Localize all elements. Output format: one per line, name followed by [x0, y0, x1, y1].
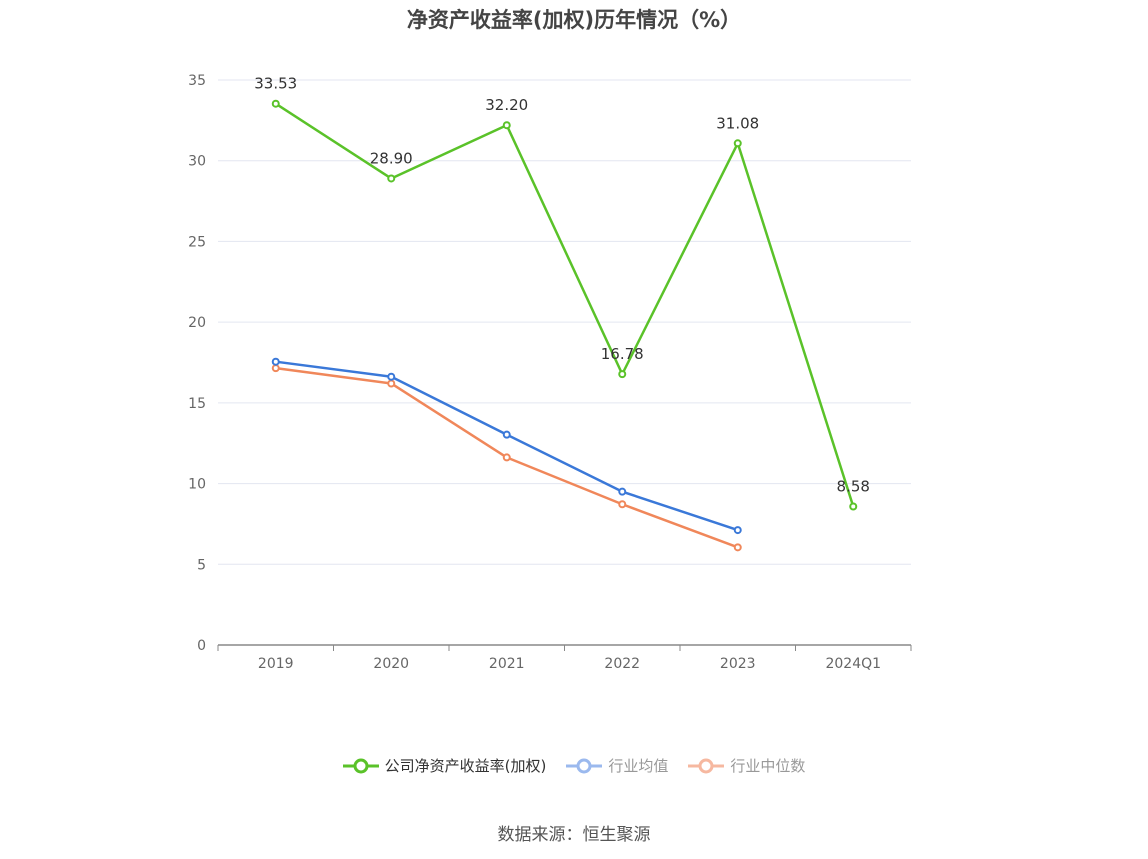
data-point	[271, 364, 280, 373]
data-point	[849, 502, 858, 511]
data-point	[733, 543, 742, 552]
x-tick-label: 2021	[489, 656, 525, 672]
legend-dot	[698, 758, 714, 773]
x-tick-label: 2024Q1	[825, 656, 881, 672]
chart-title: 净资产收益率(加权)历年情况（%）	[406, 8, 742, 32]
legend: 公司净资产收益率(加权) 行业均值 行业中位数	[0, 755, 1148, 776]
y-tick-label: 10	[188, 477, 206, 493]
y-tick-label: 5	[197, 557, 206, 573]
x-tick-label: 2022	[604, 656, 640, 672]
x-tick-label: 2019	[258, 656, 294, 672]
data-point	[502, 121, 511, 130]
legend-item-industry-mean[interactable]: 行业均值	[566, 755, 668, 776]
legend-label-industry-median: 行业中位数	[730, 757, 806, 775]
series-line	[275, 360, 739, 532]
data-point	[387, 372, 396, 381]
y-tick-label: 20	[188, 315, 206, 331]
data-point	[271, 99, 280, 108]
legend-dot	[576, 758, 592, 773]
data-point	[618, 370, 627, 379]
data-label: 32.20	[485, 96, 528, 114]
data-source: 数据来源：恒生聚源	[497, 825, 651, 845]
data-label: 33.53	[254, 75, 297, 93]
data-point	[271, 357, 280, 366]
y-tick-label: 0	[197, 638, 206, 654]
data-point	[387, 174, 396, 183]
legend-item-industry-median[interactable]: 行业中位数	[688, 755, 805, 776]
legend-marker-icon	[342, 758, 379, 773]
line-chart: 0 5 10 15 20 25 30 35 2019 2020 2021 2022 2023 2024Q1…	[188, 73, 912, 672]
data-point	[618, 500, 627, 509]
data-label: 28.90	[370, 149, 413, 167]
data-point	[387, 379, 396, 388]
data-point	[733, 139, 742, 148]
x-tick-label: 2023	[720, 656, 756, 672]
data-label: 31.08	[716, 114, 759, 132]
data-point	[733, 526, 742, 535]
legend-marker-icon	[566, 758, 603, 773]
y-tick-label: 25	[188, 234, 206, 250]
data-point	[502, 430, 511, 439]
series-line	[275, 102, 855, 507]
y-tick-label: 35	[188, 73, 206, 89]
legend-dot	[353, 758, 369, 773]
data-point	[502, 453, 511, 462]
y-tick-label: 15	[188, 396, 206, 412]
legend-label-company-roe: 公司净资产收益率(加权)	[384, 757, 547, 775]
legend-item-company-roe[interactable]: 公司净资产收益率(加权)	[342, 755, 547, 776]
data-label: 16.78	[601, 345, 644, 363]
legend-marker-icon	[688, 758, 725, 773]
legend-label-industry-mean: 行业均值	[608, 757, 669, 775]
data-label: 8.58	[837, 477, 870, 495]
y-tick-label: 30	[188, 154, 206, 170]
data-point	[618, 487, 627, 496]
x-tick-label: 2020	[373, 656, 409, 672]
